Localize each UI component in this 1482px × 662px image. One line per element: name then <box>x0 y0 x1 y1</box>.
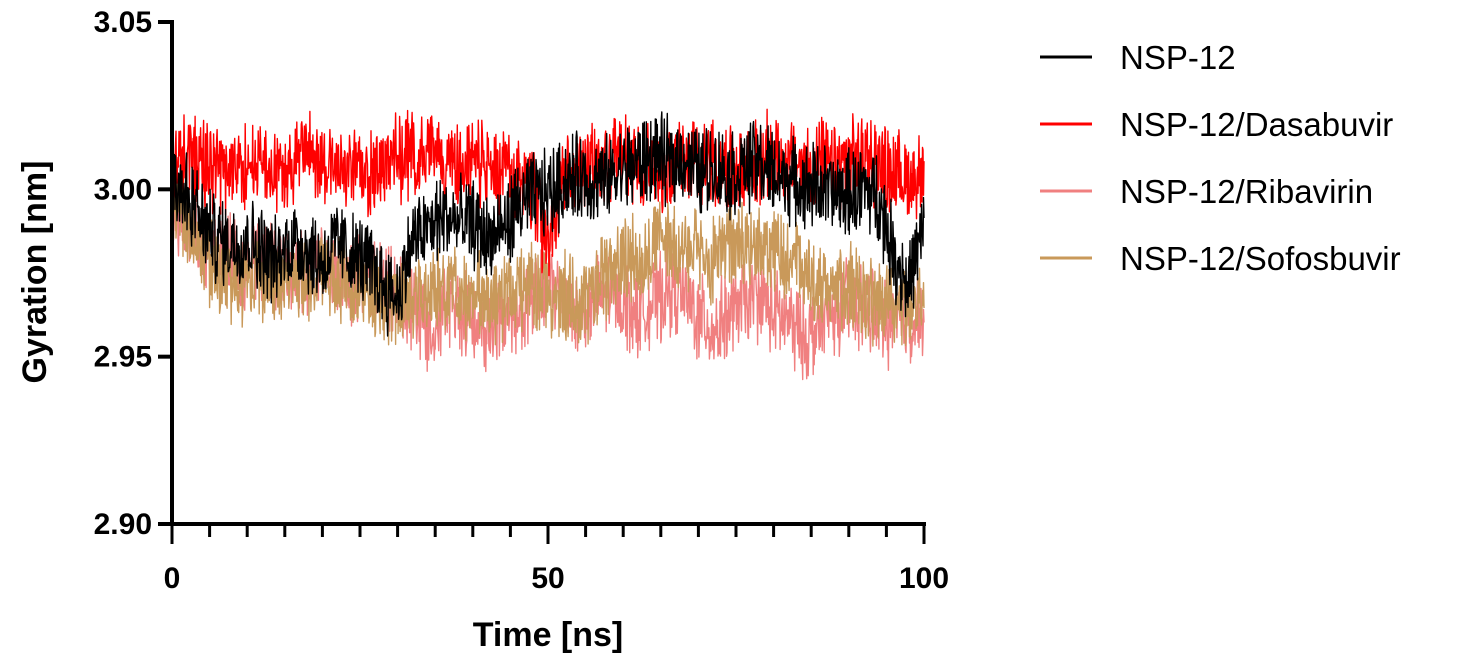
x-tick-label: 100 <box>899 562 949 595</box>
y-tick-label: 3.00 <box>94 173 152 206</box>
x-axis-title: Time [ns] <box>473 616 624 654</box>
y-tick-label: 2.95 <box>94 341 152 374</box>
legend-label-nsp-12-sofosbuvir: NSP-12/Sofosbuvir <box>1120 240 1401 277</box>
y-tick-label: 3.05 <box>94 6 152 39</box>
legend-label-nsp-12-dasabuvir: NSP-12/Dasabuvir <box>1120 106 1393 143</box>
y-axis-title: Gyration [nm] <box>16 161 54 384</box>
x-tick-label: 0 <box>164 562 181 595</box>
legend-label-nsp-12-ribavirin: NSP-12/Ribavirin <box>1120 173 1373 210</box>
y-tick-label: 2.90 <box>94 508 152 541</box>
legend-label-nsp-12: NSP-12 <box>1120 39 1236 76</box>
series-line-nsp-12-dasabuvir <box>171 108 925 277</box>
x-tick-label: 50 <box>531 562 564 595</box>
ticks: 2.90 2.95 3.00 3.05 0 50 100 <box>94 6 949 595</box>
plot-lines <box>171 108 925 381</box>
legend: NSP-12 NSP-12/Dasabuvir NSP-12/Ribavirin NS… <box>1040 39 1401 277</box>
series-line-nsp-12 <box>171 111 925 337</box>
series-line-nsp-12-sofosbuvir <box>171 161 925 347</box>
